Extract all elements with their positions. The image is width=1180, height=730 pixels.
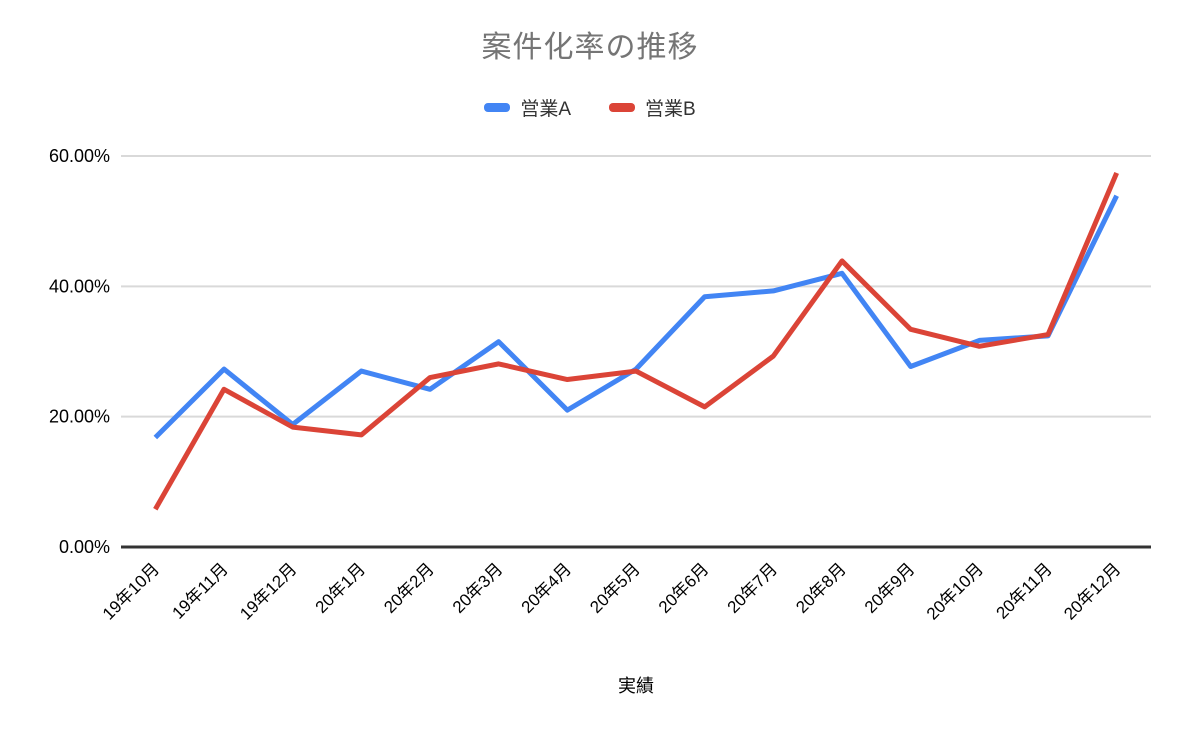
y-tick-label: 40.00% <box>49 276 110 296</box>
x-tick-label: 20年3月 <box>449 559 507 617</box>
x-tick-label: 20年7月 <box>724 559 782 617</box>
x-tick-label: 20年9月 <box>861 559 919 617</box>
x-tick-label: 20年1月 <box>312 559 370 617</box>
x-axis-title: 実績 <box>618 676 654 696</box>
legend-item-sales-b: 営業B <box>609 94 696 121</box>
series-line-sales-b <box>153 171 1119 511</box>
series-line-sales-a <box>153 194 1119 440</box>
x-tick-label: 19年12月 <box>236 559 300 623</box>
x-tick-label: 20年5月 <box>586 559 644 617</box>
x-tick-label: 20年2月 <box>380 559 438 617</box>
legend-label-sales-a: 営業A <box>520 99 571 120</box>
chart-legend: 営業A 営業B <box>0 94 1180 121</box>
x-tick-label: 20年10月 <box>923 559 987 623</box>
x-tick-label: 20年11月 <box>992 559 1055 622</box>
legend-label-sales-b: 営業B <box>645 99 696 120</box>
x-tick-label: 19年10月 <box>99 559 163 623</box>
series-b-color-swatch <box>609 103 635 112</box>
x-tick-label: 20年4月 <box>518 559 576 617</box>
y-tick-label: 60.00% <box>49 146 110 166</box>
y-tick-label: 20.00% <box>49 407 110 427</box>
chart-title: 案件化率の推移 <box>481 31 699 64</box>
x-tick-label: 19年11月 <box>168 559 231 622</box>
y-tick-label: 0.00% <box>59 537 110 557</box>
x-tick-label: 20年12月 <box>1060 559 1124 623</box>
x-tick-label: 20年8月 <box>792 559 850 617</box>
legend-item-sales-a: 営業A <box>484 94 571 121</box>
x-tick-label: 20年6月 <box>655 559 713 617</box>
series-a-color-swatch <box>484 103 511 112</box>
